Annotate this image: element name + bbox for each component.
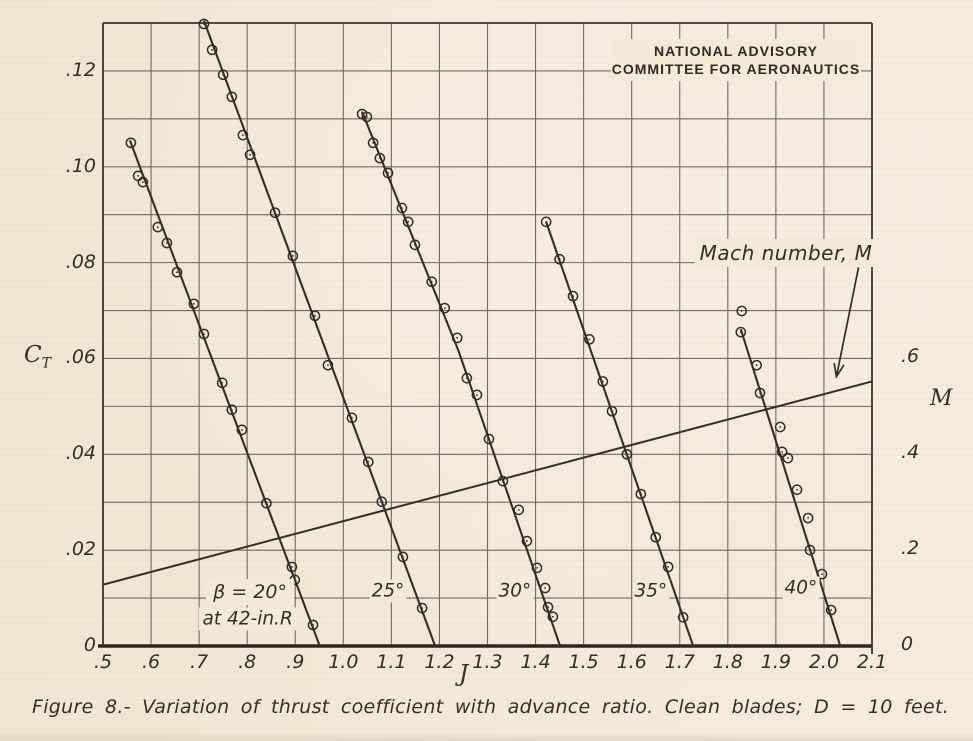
y-left-axis-title: CT — [24, 342, 51, 372]
y-left-tick-label: .12 — [65, 58, 96, 81]
x-tick-label: .7 — [190, 651, 209, 673]
series-label-beta-35: 35° — [632, 579, 670, 603]
x-tick-label: .6 — [141, 651, 161, 673]
series-label-beta-30: 30° — [496, 579, 534, 603]
x-tick-label: 1.8 — [712, 651, 743, 673]
y-left-tick-label: .06 — [65, 346, 96, 369]
mach-annotation-arrow — [833, 267, 860, 379]
x-tick-label: 1.7 — [664, 651, 695, 673]
grid-lines — [102, 22, 873, 647]
naca-header-line1: NATIONAL ADVISORY — [653, 43, 818, 59]
series-label-beta-40: 40° — [782, 576, 820, 600]
x-axis-title: J — [459, 661, 469, 687]
plot-border — [98, 22, 873, 654]
x-tick-label: 1.3 — [472, 651, 503, 673]
series-label-beta-20: β = 20° — [206, 578, 294, 605]
x-tick-label: 1.2 — [424, 651, 455, 673]
y-left-tick-label: .10 — [65, 154, 96, 177]
y-right-tick-label: .2 — [901, 537, 920, 560]
x-tick-label: .5 — [93, 651, 113, 673]
x-tick-label: 1.9 — [760, 651, 791, 673]
series-label-beta-20-radius: at 42-in.R — [198, 607, 297, 631]
mach-number-annotation: Mach number, M — [694, 239, 878, 268]
x-tick-label: .9 — [286, 651, 305, 673]
y-right-tick-label: .6 — [901, 345, 920, 368]
x-tick-label: 1.4 — [520, 651, 551, 673]
x-tick-label: .8 — [238, 651, 257, 673]
x-tick-label: 1.1 — [376, 651, 407, 673]
y-right-tick-label: .4 — [901, 441, 920, 464]
y-right-axis-title: M — [930, 386, 953, 411]
series-beta-35 — [540, 216, 695, 647]
naca-header-line2: COMMITTEE FOR AERONAUTICS — [611, 61, 861, 77]
x-tick-label: 2.0 — [808, 651, 840, 673]
x-tick-label: 1.0 — [328, 651, 359, 673]
series-beta-20 — [125, 137, 321, 647]
y-left-tick-label: .04 — [65, 442, 96, 465]
series-label-beta-25: 25° — [369, 579, 407, 603]
y-left-axis-title-main: C — [24, 342, 42, 368]
figure-caption: Figure 8.- Variation of thrust coefficie… — [32, 696, 950, 718]
y-left-tick-label: 0 — [83, 634, 96, 656]
y-left-axis-title-sub: T — [41, 355, 51, 372]
series-beta-40 — [735, 305, 842, 647]
y-left-tick-label: .02 — [65, 538, 96, 561]
series-mach-number-line — [102, 380, 873, 586]
series-beta-25 — [198, 18, 437, 647]
y-left-tick-label: .08 — [65, 250, 96, 273]
x-tick-label: 1.5 — [568, 651, 599, 673]
y-right-tick-label: 0 — [901, 633, 914, 655]
x-tick-label: 1.6 — [616, 651, 647, 673]
naca-header: NATIONAL ADVISORY COMMITTEE FOR AERONAUT… — [611, 39, 861, 81]
series-beta-30 — [356, 108, 562, 647]
x-tick-label: 2.1 — [856, 651, 888, 673]
